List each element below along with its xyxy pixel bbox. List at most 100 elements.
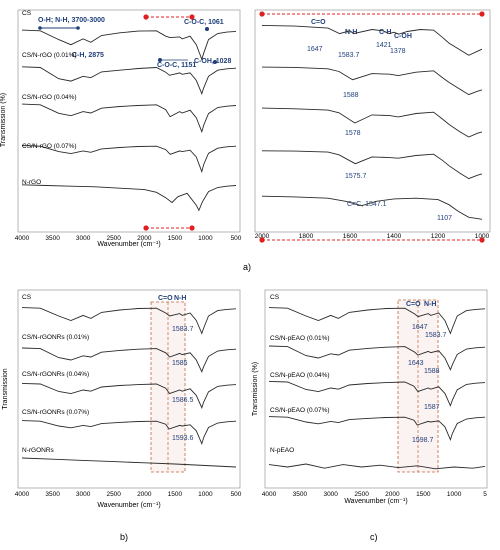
x-tick-label: 3000: [76, 491, 91, 498]
series-line: [21, 66, 237, 95]
annot-b-co: C=O: [158, 295, 173, 302]
annot-1421: 1421: [376, 42, 392, 49]
annot-c-1647: 1647: [412, 324, 428, 331]
series-line: [268, 345, 486, 371]
x-tick-label: 1400: [387, 233, 402, 240]
red-dot: [259, 237, 265, 243]
annot-co: C=O: [311, 19, 326, 26]
red-range-markers: [143, 11, 485, 243]
annot-1583: 1583.7: [338, 52, 360, 59]
x-tick-label: 2000: [137, 491, 152, 498]
annot-1378: 1378: [390, 48, 406, 55]
x-tick-label: 3500: [293, 491, 308, 498]
series-line: [21, 457, 237, 468]
annotations-a-left: O-H; N-H, 3700-3000 C-H, 2875 C-O-C, 115…: [38, 17, 231, 69]
series-label: N-rGO: [22, 179, 41, 186]
annot-c-nh: N-H: [424, 301, 436, 308]
series-line: [21, 103, 237, 134]
series-label: N-pEAO: [270, 447, 294, 454]
panel-label-a: a): [243, 262, 251, 272]
ylabel-a-left: Transmission (%): [0, 93, 7, 147]
series-label: CS/N-rGONRs (0.07%): [22, 409, 89, 416]
xlabel-c: Wavenumber (cm⁻¹): [344, 498, 407, 505]
x-tick-label: 3500: [45, 235, 60, 242]
series-line: [268, 380, 486, 407]
x-tick-label: 3000: [323, 491, 338, 498]
annot-1647: 1647: [307, 46, 323, 53]
x-tick-label: 2000: [385, 491, 400, 498]
series-line: [21, 145, 237, 174]
annot-b-1593: 1593.6: [172, 435, 194, 442]
x-tick-label: 4000: [15, 491, 30, 498]
series-label: CS/N-rGONRs (0.01%): [22, 334, 89, 341]
x-tick-label: 1000: [198, 235, 213, 242]
red-dot: [143, 225, 149, 231]
annot-coc-1151: C-O-C, 1151: [157, 62, 196, 69]
annotations-a-right: C=O N-H C-H C-OH 1647 1583.7 1421 1378 1…: [307, 19, 452, 222]
annot-oh-nh: O-H; N-H, 3700-3000: [38, 17, 105, 24]
plot-frame-a-right: [254, 9, 491, 233]
x-tick-label: 1000: [475, 233, 490, 240]
red-dot: [479, 11, 485, 17]
annot-nh: N-H: [345, 29, 357, 36]
x-tick-label: 3500: [45, 491, 60, 498]
panel-a-left: Transmission (%) Wavenumber (cm⁻¹): [0, 9, 241, 248]
series-label: CS/N-rGO (0.01%): [22, 52, 77, 59]
x-tick-label: 1000: [447, 491, 462, 498]
series-line: [261, 150, 483, 180]
x-tick-label: 4000: [15, 235, 30, 242]
annot-ch: C-H, 2875: [72, 52, 104, 59]
x-tick-label: 1500: [168, 235, 183, 242]
series-label: CS/N-pEAO (0.07%): [270, 407, 330, 414]
series-line: [268, 416, 486, 441]
x-tick-label: 2500: [106, 491, 121, 498]
x-tick-label: 500: [231, 235, 242, 242]
x-tick-label: 2000: [137, 235, 152, 242]
series-label: CS/N-pEAO (0.04%): [270, 372, 330, 379]
x-tick-label: 3000: [76, 235, 91, 242]
annot-dot: [158, 58, 162, 62]
annot-coh-right: C-OH: [394, 33, 412, 40]
panel-a-right: [254, 9, 491, 233]
annot-dot: [76, 26, 80, 30]
annot-ch-right: C-H: [379, 29, 391, 36]
annot-dot: [213, 60, 217, 64]
ylabel-b: Transmission: [2, 368, 9, 409]
series-label: CS: [22, 294, 32, 301]
plot-frame-c: [264, 289, 488, 489]
panel-c: Transmission (%) Wavenumber (cm⁻¹): [252, 289, 488, 505]
annotations-b: C=O N-H 1583.7 1585 1586.5 1593.6: [158, 295, 194, 442]
series-line: [21, 420, 237, 446]
series-label: CS/N-rGONRs (0.04%): [22, 371, 89, 378]
series-line: [21, 307, 237, 335]
x-tick-label: 1500: [168, 491, 183, 498]
x-tick-label: 4000: [262, 491, 277, 498]
annot-coh-1028: C-OH, 1028: [194, 58, 231, 65]
series-label: CS: [22, 10, 32, 17]
annot-b-1586: 1586.5: [172, 397, 194, 404]
series-label: CS/N-rGO (0.07%): [22, 143, 77, 150]
x-tick-label: 1800: [299, 233, 314, 240]
xlabel-b: Wavenumber (cm⁻¹): [97, 502, 160, 509]
annot-1588: 1588: [343, 92, 359, 99]
annot-c-1587: 1587: [424, 404, 440, 411]
series-line: [261, 66, 483, 96]
series-label: CS: [270, 294, 280, 301]
series-label: CS/N-pEAO (0.01%): [270, 335, 330, 342]
annot-coc-1061: C-O-C, 1061: [184, 19, 224, 26]
series-label: CS/N-rGO (0.04%): [22, 94, 77, 101]
x-tick-label: 2500: [106, 235, 121, 242]
red-dot: [143, 14, 149, 20]
ylabel-c: Transmission (%): [252, 362, 259, 416]
series-line: [21, 29, 237, 61]
annot-c-1598: 1598.7: [412, 437, 434, 444]
x-tick-label: 5: [483, 491, 487, 498]
annot-dot: [205, 27, 209, 31]
x-tick-label: 1500: [416, 491, 431, 498]
series-line: [261, 24, 483, 56]
series-line: [268, 463, 486, 470]
annot-1575: 1575.7: [345, 173, 367, 180]
series-line: [21, 382, 237, 409]
annotations-c: C=O N-H 1647 1583.7 1643 1588 1587 1598.…: [406, 301, 447, 444]
